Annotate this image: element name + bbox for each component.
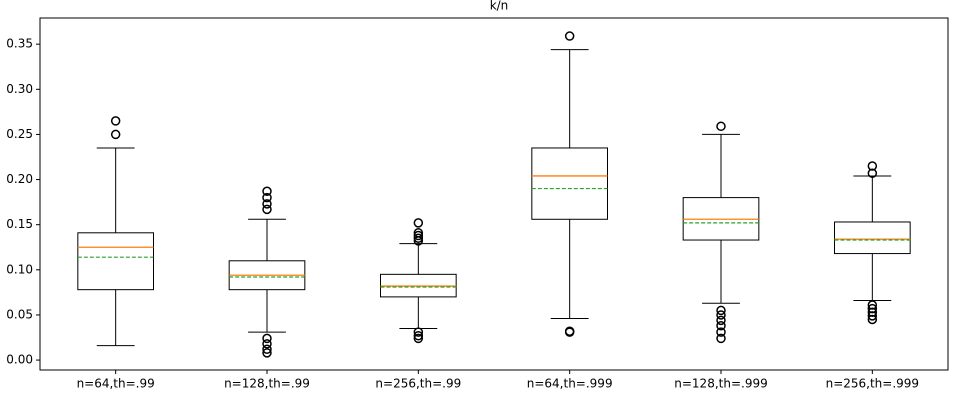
outlier — [413, 333, 424, 344]
outlier — [867, 314, 878, 325]
outlier — [110, 129, 121, 140]
y-tick-label: 0.10 — [6, 262, 33, 276]
box — [834, 221, 911, 255]
outlier — [716, 321, 726, 331]
outlier — [413, 236, 424, 246]
chart-title: k/n — [490, 0, 509, 13]
outlier — [867, 161, 878, 171]
outlier — [413, 218, 424, 228]
outlier — [262, 204, 272, 215]
y-tick-label: 0.15 — [6, 217, 33, 231]
plot-frame — [39, 17, 949, 371]
outlier — [716, 121, 726, 132]
outlier — [716, 327, 726, 337]
outlier — [262, 186, 272, 197]
outlier — [716, 315, 726, 326]
outlier — [716, 333, 726, 344]
outlier — [262, 199, 272, 209]
x-tick-label: n=256,th=.99 — [375, 377, 461, 391]
outlier — [262, 333, 272, 344]
outlier — [413, 233, 424, 243]
outlier — [564, 327, 575, 337]
outlier — [867, 303, 878, 314]
outlier — [867, 307, 878, 317]
outlier — [110, 116, 121, 126]
y-tick-label: 0.30 — [6, 82, 33, 96]
y-tick-label: 0.00 — [6, 353, 33, 367]
outlier — [867, 311, 878, 321]
outlier — [867, 300, 878, 310]
x-tick-label: n=128,th=.999 — [674, 377, 767, 391]
outlier — [262, 339, 272, 349]
outlier — [262, 344, 272, 354]
outlier — [867, 168, 878, 178]
y-tick-label: 0.20 — [6, 172, 33, 186]
outlier — [262, 348, 272, 358]
x-tick-label: n=64,th=.99 — [77, 377, 155, 391]
x-tick-label: n=64,th=.999 — [527, 377, 613, 391]
box — [77, 232, 154, 291]
outlier — [716, 305, 726, 316]
y-tick-label: 0.35 — [6, 37, 33, 51]
y-tick-label: 0.05 — [6, 307, 33, 321]
x-tick-label: n=256,th=.999 — [826, 377, 919, 391]
outlier — [413, 230, 424, 241]
box — [531, 147, 608, 220]
x-tick-label: n=128,th=.99 — [224, 377, 310, 391]
outlier — [564, 31, 575, 41]
outlier — [413, 327, 424, 337]
outlier — [716, 310, 726, 320]
y-tick-label: 0.25 — [6, 127, 33, 141]
outlier — [262, 192, 272, 203]
outlier — [413, 330, 424, 341]
